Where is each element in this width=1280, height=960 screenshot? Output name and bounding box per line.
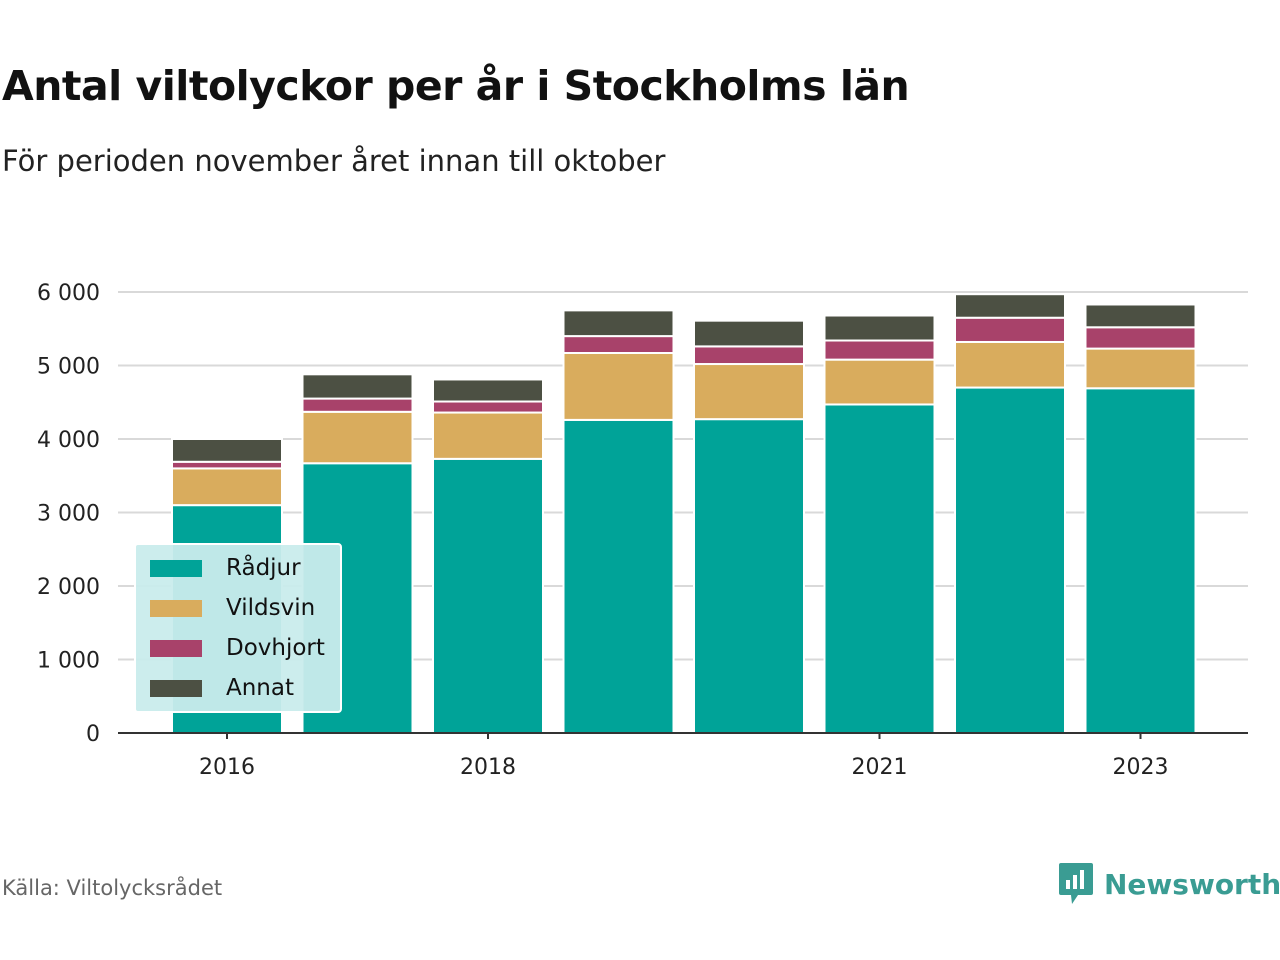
- y-tick-label: 3 000: [37, 502, 100, 527]
- bar-segment-dovhjort-2022: [954, 316, 1066, 343]
- legend-label-vildsvin: Vildsvin: [226, 595, 316, 621]
- legend-item-annat: Annat: [150, 673, 294, 703]
- chart-subtitle: För perioden november året innan till ok…: [2, 144, 666, 178]
- bar-segment-rådjur-2019: [562, 418, 675, 734]
- bar-segment-annat-2022: [954, 293, 1066, 319]
- bar-segment-vildsvin-2018: [432, 411, 544, 460]
- bar-segment-dovhjort-2020: [693, 345, 805, 366]
- bar-segment-annat-2020: [693, 319, 805, 348]
- bar-segment-dovhjort-2023: [1084, 326, 1197, 350]
- legend-swatch-radjur: [150, 559, 202, 577]
- brand-logo[interactable]: Newsworthy: [1058, 862, 1280, 906]
- x-tick-label: 2023: [1113, 755, 1169, 780]
- bar-segment-annat-2019: [562, 309, 675, 338]
- bar-segment-vildsvin-2021: [823, 358, 936, 406]
- bar-segment-rådjur-2018: [432, 457, 544, 734]
- bar-segment-annat-2017: [301, 373, 414, 400]
- bar-segment-dovhjort-2018: [432, 400, 544, 414]
- bar-segment-dovhjort-2017: [301, 397, 414, 413]
- legend-swatch-vildsvin: [150, 599, 202, 617]
- bar-segment-vildsvin-2022: [954, 340, 1066, 389]
- bar-segment-vildsvin-2019: [562, 352, 675, 421]
- y-tick-label: 0: [86, 722, 100, 747]
- chart-title: Antal viltolyckor per år i Stockholms lä…: [2, 62, 910, 110]
- y-tick-label: 1 000: [37, 649, 100, 674]
- bar-segment-annat-2018: [432, 378, 544, 403]
- bar-segment-rådjur-2022: [954, 386, 1066, 734]
- legend-label-annat: Annat: [226, 675, 295, 701]
- legend-item-dovhjort: Dovhjort: [150, 633, 325, 663]
- bar-segment-dovhjort-2019: [562, 335, 675, 355]
- bar-segment-rådjur-2023: [1084, 387, 1197, 734]
- bar-segment-dovhjort-2021: [823, 339, 936, 361]
- axes: 0 1 000 2 000 3 000 4 000 5 000 6 000 2016 2018 2…: [37, 281, 1248, 780]
- bar-segment-vildsvin-2016: [171, 467, 283, 507]
- bar-segment-rådjur-2020: [693, 418, 805, 734]
- y-tick-label: 4 000: [37, 428, 100, 453]
- legend-label-radjur: Rådjur: [226, 555, 301, 581]
- y-tick-label: 6 000: [37, 281, 100, 306]
- y-tick-label: 5 000: [37, 355, 100, 380]
- x-tick-label: 2021: [852, 755, 908, 780]
- bar-segment-annat-2023: [1084, 303, 1197, 329]
- y-tick-label: 2 000: [37, 575, 100, 600]
- legend-swatch-annat: [150, 679, 202, 697]
- legend-label-dovhjort: Dovhjort: [226, 635, 325, 661]
- legend-item-radjur: Rådjur: [150, 553, 301, 583]
- bar-segment-annat-2021: [823, 314, 936, 342]
- newsworthy-logo-icon: [1059, 863, 1093, 904]
- chart-legend: Rådjur Vildsvin Dovhjort Annat: [134, 543, 342, 713]
- x-tick-label: 2016: [199, 755, 255, 780]
- source-note: Källa: Viltolycksrådet: [2, 876, 223, 900]
- x-tick-label: 2018: [460, 755, 516, 780]
- bar-segment-rådjur-2021: [823, 403, 936, 734]
- bar-segment-vildsvin-2017: [301, 410, 414, 465]
- legend-item-vildsvin: Vildsvin: [150, 593, 315, 623]
- legend-swatch-dovhjort: [150, 639, 202, 657]
- bar-segment-vildsvin-2023: [1084, 347, 1197, 390]
- brand-name: Newsworthy: [1104, 867, 1280, 901]
- bar-segment-vildsvin-2020: [693, 363, 805, 421]
- bar-segment-annat-2016: [171, 438, 283, 463]
